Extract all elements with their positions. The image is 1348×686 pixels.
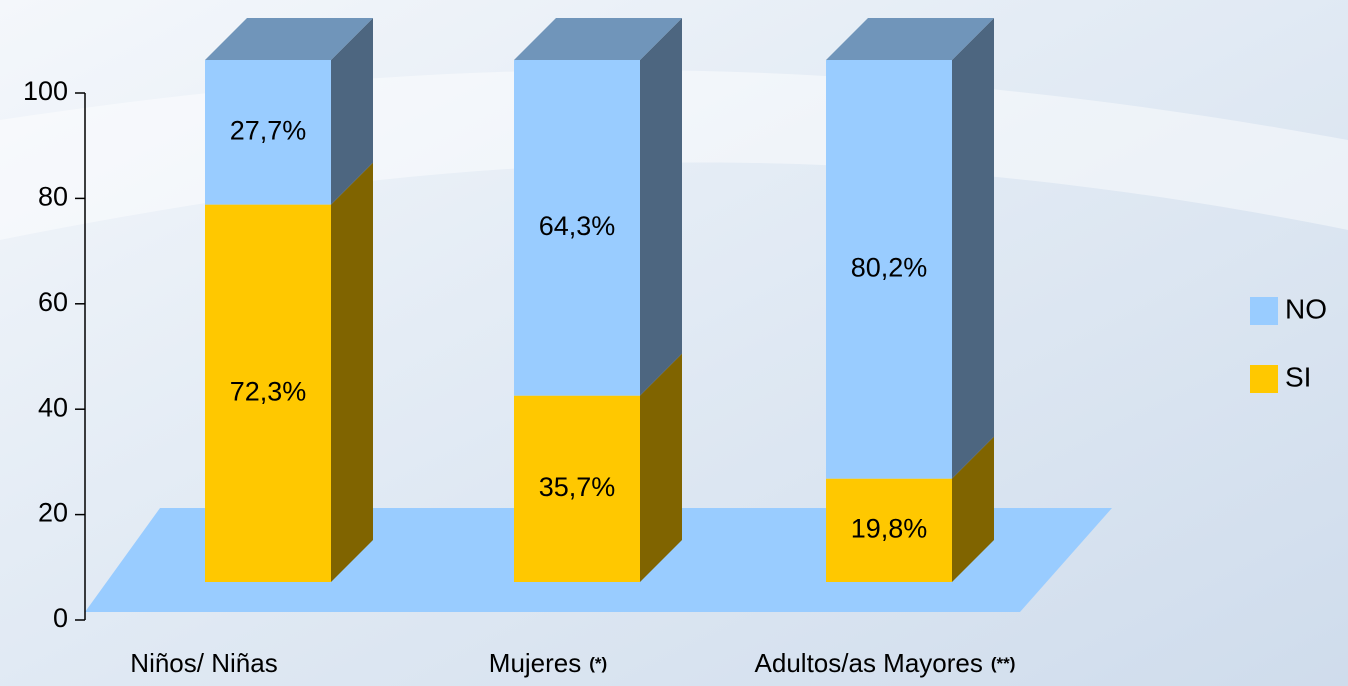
value-label: 72,3% (230, 376, 307, 406)
value-label: 35,7% (539, 472, 616, 502)
x-tick-label: Niños/ Niñas (130, 648, 277, 678)
category-name: Mujeres (489, 648, 581, 678)
y-tick-label: 20 (38, 498, 68, 528)
bar-side (331, 162, 373, 582)
value-label: 80,2% (851, 252, 928, 282)
bar-side (952, 18, 994, 479)
x-tick-label: Adultos/as Mayores (**) (755, 648, 1016, 678)
bar-segment (826, 60, 952, 479)
bar-side (331, 18, 373, 205)
bar-top (514, 18, 682, 60)
y-tick-label: 80 (38, 182, 68, 212)
y-tick-label: 0 (53, 603, 68, 633)
x-tick-label: Mujeres (*) (489, 648, 607, 678)
bar-side (640, 18, 682, 396)
value-label: 19,8% (851, 513, 928, 543)
bar-top (205, 18, 373, 60)
bar-top (826, 18, 994, 60)
legend-label: SI (1285, 361, 1311, 392)
bar-segment (514, 60, 640, 396)
category-name: Niños/ Niñas (130, 648, 277, 678)
legend-swatch (1250, 297, 1278, 325)
y-tick-label: 100 (23, 76, 68, 106)
bar-segment (826, 478, 952, 582)
category-note: (*) (589, 654, 607, 673)
y-tick-label: 60 (38, 287, 68, 317)
value-label: 27,7% (230, 115, 307, 145)
legend-label: NO (1285, 293, 1327, 324)
legend-swatch (1250, 365, 1278, 393)
bar-segment (205, 60, 331, 205)
bar-side (952, 436, 994, 582)
bar-side (640, 353, 682, 582)
category-name: Adultos/as Mayores (755, 648, 983, 678)
value-label: 64,3% (539, 211, 616, 241)
bar-segment (514, 395, 640, 582)
category-note: (**) (991, 654, 1016, 673)
y-tick-label: 40 (38, 392, 68, 422)
bar-segment (205, 204, 331, 582)
